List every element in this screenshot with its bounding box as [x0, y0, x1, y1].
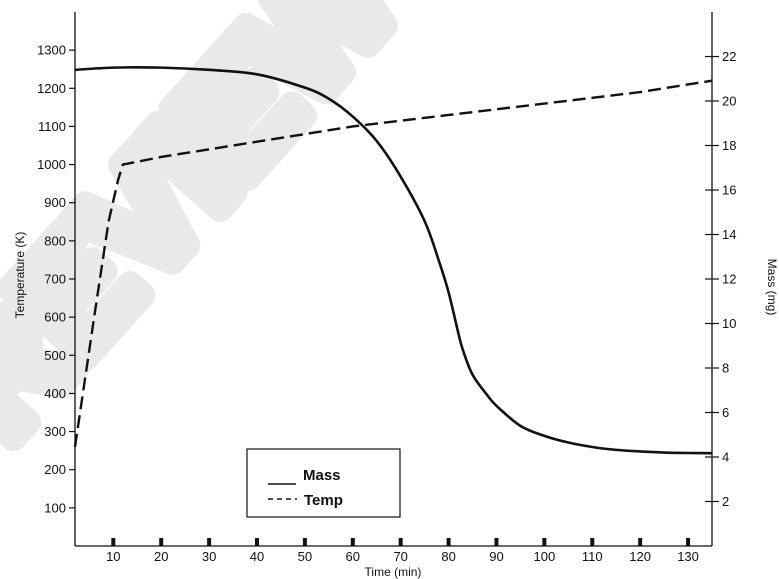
x-tick-mark [446, 538, 451, 546]
legend-mass-label: Mass [303, 467, 341, 484]
x-tick-mark [398, 538, 403, 546]
series-line-temp [73, 79, 713, 448]
left-y-tick-label: 600 [44, 310, 66, 325]
x-tick-label: 60 [346, 549, 360, 564]
x-tick-label: 70 [393, 549, 407, 564]
x-tick-label: 80 [441, 549, 455, 564]
left-y-tick-label: 1000 [37, 157, 66, 172]
right-y-tick-label: 22 [722, 49, 736, 64]
x-tick-mark [590, 538, 595, 546]
series-layer [73, 66, 713, 455]
x-tick-mark [638, 538, 643, 546]
series-line-mass [74, 66, 713, 455]
right-y-tick-label: 10 [722, 316, 736, 331]
right-y-tick-label: 14 [722, 227, 736, 242]
x-tick-mark [159, 538, 164, 546]
x-tick-label: 20 [154, 549, 168, 564]
right-y-tick-label: 18 [722, 138, 736, 153]
x-tick-mark [255, 538, 259, 546]
right-y-axis-ticks: 2 4 6 8 10 12 14 16 18 20 22 [705, 49, 736, 509]
legend-box [246, 448, 401, 518]
x-tick-label: 10 [106, 549, 120, 564]
x-tick-mark [302, 538, 307, 546]
x-tick-label: 90 [489, 549, 503, 564]
x-tick-mark [207, 538, 212, 546]
legend: Mass Temp [246, 448, 401, 518]
x-tick-label: 130 [677, 549, 699, 564]
legend-temp-label: Temp [304, 492, 343, 509]
x-tick-label: 30 [202, 549, 216, 564]
x-tick-mark [494, 538, 499, 546]
right-y-tick-label: 6 [722, 405, 729, 420]
x-tick-label: 100 [534, 549, 556, 564]
x-tick-mark [111, 538, 116, 546]
left-y-tick-label: 1100 [38, 119, 66, 134]
left-y-axis-title: Temperature (K) [13, 232, 27, 319]
x-tick-mark [542, 538, 547, 546]
right-y-axis-title: Mass (mg) [765, 259, 779, 316]
left-y-axis-ticks: 100 200 300 400 500 600 700 800 900 1000 1100 1200 1… [37, 43, 75, 515]
left-y-tick-label: 1300 [37, 43, 66, 58]
right-y-tick-label: 12 [722, 272, 736, 287]
right-y-tick-label: 8 [722, 361, 729, 376]
left-y-tick-label: 400 [44, 386, 66, 401]
left-y-tick-label: 300 [44, 424, 66, 439]
x-tick-label: 40 [250, 549, 264, 564]
left-y-tick-label: 700 [44, 272, 66, 287]
x-tick-mark [350, 538, 355, 546]
left-y-tick-label: 900 [44, 195, 66, 210]
right-y-tick-label: 4 [722, 450, 729, 465]
left-y-tick-label: 100 [44, 500, 66, 515]
left-y-tick-label: 500 [44, 348, 66, 363]
x-axis-ticks: 10 20 30 40 50 60 70 80 90 100 110 120 130 [106, 538, 699, 564]
x-axis-title: Time (min) [365, 565, 422, 579]
x-tick-label: 50 [298, 549, 312, 564]
x-tick-label: 110 [582, 549, 603, 564]
x-tick-label: 120 [629, 549, 651, 564]
right-y-tick-label: 16 [722, 183, 736, 198]
x-tick-mark [686, 538, 691, 546]
right-y-tick-label: 2 [722, 494, 729, 509]
left-y-tick-label: 200 [44, 462, 66, 477]
right-y-tick-label: 20 [722, 94, 736, 109]
left-y-tick-label: 1200 [37, 81, 66, 96]
left-y-tick-label: 800 [44, 233, 66, 248]
